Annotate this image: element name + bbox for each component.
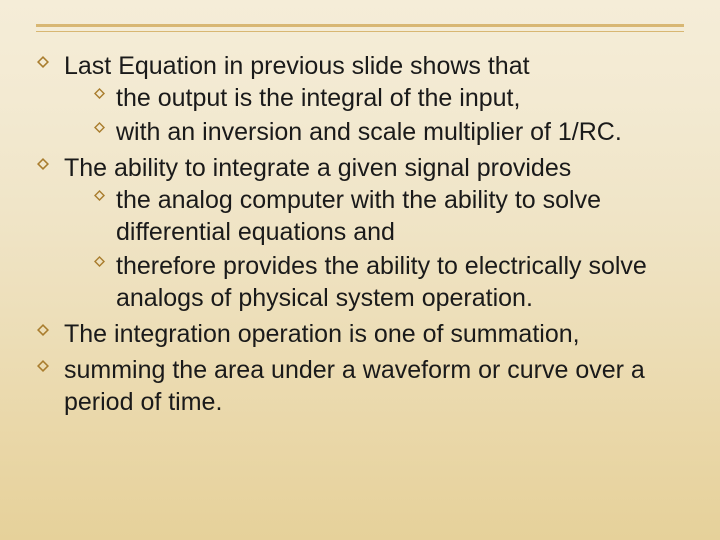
list-item: Last Equation in previous slide shows th… [36,50,684,148]
diamond-bullet-icon [92,255,106,269]
list-item: the output is the integral of the input, [92,82,684,114]
diamond-bullet-icon [36,157,50,171]
list-item: therefore provides the ability to electr… [92,250,684,314]
diamond-bullet-icon [36,323,50,337]
list-item: The ability to integrate a given signal … [36,152,684,314]
bullet-sublist: the output is the integral of the input,… [64,82,684,148]
diamond-bullet-icon [36,55,50,69]
diamond-bullet-icon [92,189,106,203]
slide-content: Last Equation in previous slide shows th… [36,50,684,422]
list-item: The integration operation is one of summ… [36,318,684,350]
diamond-bullet-icon [92,121,106,135]
bullet-list: Last Equation in previous slide shows th… [36,50,684,418]
list-item-text: summing the area under a waveform or cur… [64,356,645,416]
diamond-bullet-icon [36,359,50,373]
list-item-text: the analog computer with the ability to … [116,186,601,246]
list-item: summing the area under a waveform or cur… [36,354,684,418]
bullet-sublist: the analog computer with the ability to … [64,184,684,314]
header-rule-thick [36,24,684,27]
list-item-text: the output is the integral of the input, [116,84,520,112]
list-item-text: with an inversion and scale multiplier o… [116,118,622,146]
list-item: the analog computer with the ability to … [92,184,684,248]
header-rule-thin [36,31,684,32]
list-item-text: The ability to integrate a given signal … [64,154,571,182]
diamond-bullet-icon [92,87,106,101]
list-item-text: Last Equation in previous slide shows th… [64,52,530,80]
list-item-text: therefore provides the ability to electr… [116,252,647,312]
list-item-text: The integration operation is one of summ… [64,320,580,348]
list-item: with an inversion and scale multiplier o… [92,116,684,148]
